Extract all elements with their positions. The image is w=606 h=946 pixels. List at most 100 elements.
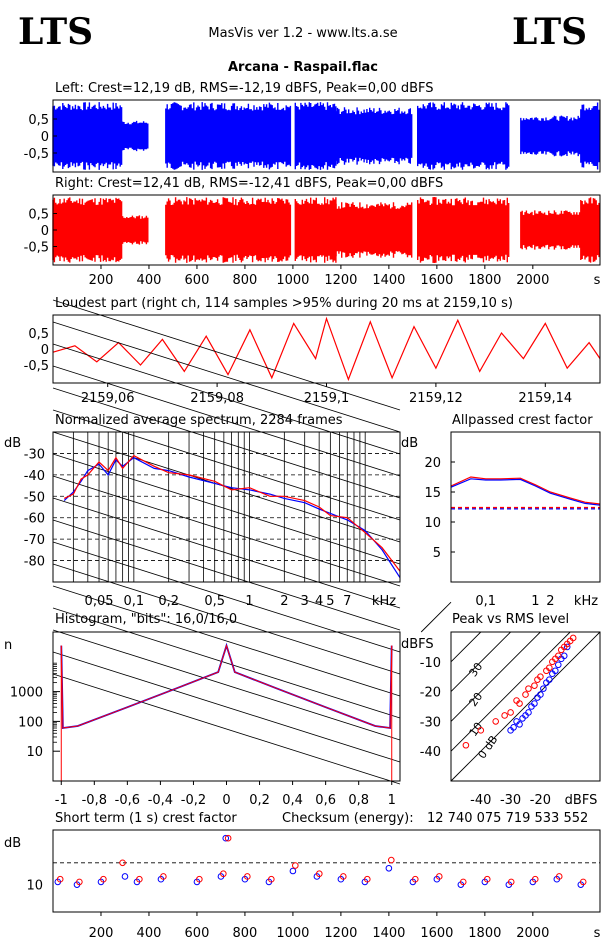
stcrest-point-right	[435, 873, 443, 880]
stcrest-point-right	[292, 862, 299, 869]
histogram-xtick-label: 0,6	[315, 793, 336, 808]
stcrest-xunit: s	[594, 926, 601, 941]
right-xtick-label: 1400	[372, 273, 405, 288]
stcrest-point-right	[339, 873, 347, 880]
spectrum-ytick-label: -40	[24, 469, 45, 484]
peakrms-diagonal	[450, 631, 511, 692]
right-ytick-label: 0	[41, 224, 49, 239]
peakrms-point-right	[546, 664, 553, 672]
loudest-frame	[52, 314, 601, 384]
stcrest-point-right	[56, 875, 64, 883]
right-xunit: s	[594, 273, 601, 288]
spectrum-slope-line	[52, 321, 401, 433]
histogram-frame	[52, 631, 401, 782]
peakrms-point-right	[552, 655, 559, 663]
spectrum-xtick-label: 0,05	[85, 594, 114, 609]
stcrest-point-right	[76, 878, 83, 886]
stcrest-xtick-label: 200	[89, 926, 114, 941]
peakrms-xtick-label: -20	[530, 793, 551, 808]
spectrum-ylabel: dB	[4, 436, 21, 451]
allpass-ytick-label: 10	[424, 516, 441, 531]
loudest-xtick-label: 2159,12	[409, 391, 463, 406]
allpass-ytick-label: 15	[424, 486, 441, 501]
spectrum-xtick-label: 0,2	[158, 594, 179, 609]
right-xtick-label: 2000	[516, 273, 549, 288]
allpass-title: Allpassed crest factor	[452, 413, 593, 428]
stcrest-point-right	[268, 875, 275, 883]
right-xtick-label: 1200	[324, 273, 357, 288]
stcrest-xtick-label: 1600	[420, 926, 453, 941]
stcrest-xtick-label: 1400	[372, 926, 405, 941]
spectrum-slope-line	[52, 365, 401, 477]
spectrum-slope-line	[52, 651, 401, 763]
peakrms-frame	[450, 631, 601, 782]
histogram-ylabel: n	[4, 638, 12, 653]
peakrms-diagonal	[450, 631, 541, 722]
spectrum-xtick-label: 3	[301, 594, 309, 609]
right-xtick-label: 400	[137, 273, 162, 288]
spectrum-xunit: kHz	[372, 594, 396, 609]
peakrms-point-left	[552, 667, 559, 675]
loudest-ytick-label: 0	[41, 343, 49, 358]
stcrest-point-right	[100, 875, 107, 883]
spectrum-slope-line	[52, 585, 401, 697]
checksum-value: 12 740 075 719 533 552	[427, 811, 589, 826]
spectrum-slope-line	[52, 343, 401, 455]
peakrms-point-left	[510, 724, 517, 731]
spectrum-ytick-label: -70	[24, 533, 45, 548]
histogram-series-left	[60, 642, 393, 730]
stcrest-point-left	[289, 867, 297, 875]
stcrest-title: Short term (1 s) crest factor	[55, 811, 237, 826]
right-xtick-label: 1800	[468, 273, 501, 288]
histogram-xtick-label: -1	[55, 793, 68, 808]
spectrum-xtick-label: 2	[280, 594, 288, 609]
stcrest-xtick-label: 800	[233, 926, 258, 941]
stcrest-point-right	[411, 875, 419, 883]
stcrest-point-right	[507, 878, 515, 886]
stcrest-point-right	[531, 875, 539, 883]
spectrum-slope-line	[52, 387, 401, 499]
right-title: Right: Crest=12,41 dB, RMS=-12,41 dBFS, …	[55, 176, 444, 191]
peakrms-point-right	[492, 718, 500, 725]
peakrms-point-right	[501, 712, 508, 719]
peakrms-point-left	[516, 721, 523, 728]
histogram-xtick-label: 1	[388, 793, 396, 808]
spectrum-xtick-label: 0,1	[124, 594, 145, 609]
stcrest-xtick-label: 400	[137, 926, 162, 941]
stcrest-xtick-label: 1800	[468, 926, 501, 941]
right-xtick-label: 1000	[276, 273, 309, 288]
spectrum-slope-line	[52, 673, 401, 785]
spectrum-series-right	[63, 454, 401, 572]
right-ytick-label: 0,5	[28, 208, 49, 223]
histogram-xtick-label: 0,2	[249, 793, 270, 808]
allpass-xtick-label: 0,1	[475, 594, 496, 609]
spectrum-xtick-label: 1	[245, 594, 253, 609]
track-title: Arcana - Raspail.flac	[228, 60, 378, 75]
spectrum-xtick-label: 7	[343, 594, 351, 609]
spectrum-frame	[52, 431, 401, 583]
spectrum-slope-line	[52, 453, 401, 565]
histogram-xtick-label: 0	[222, 793, 230, 808]
right-ytick-label: -0,5	[24, 241, 49, 256]
left-title: Left: Crest=12,19 dB, RMS=-12,19 dBFS, P…	[55, 81, 434, 96]
spectrum-ytick-label: -50	[24, 490, 45, 505]
loudest-xtick-label: 2159,1	[304, 391, 350, 406]
stcrest-point-right	[555, 873, 563, 880]
allpass-xunit: kHz	[574, 594, 598, 609]
allpass-frame	[450, 431, 601, 583]
stcrest-xtick-label: 2000	[516, 926, 549, 941]
spectrum-grid	[52, 299, 401, 785]
loudest-ytick-label: 0,5	[28, 327, 49, 342]
spectrum-ytick-label: -30	[24, 447, 45, 462]
loudest-xtick-label: 2159,14	[518, 391, 572, 406]
peakrms-point-right	[557, 646, 565, 654]
left-ytick-label: 0,5	[28, 113, 49, 128]
peakrms-point-left	[554, 661, 562, 669]
peakrms-ytick-label: -10	[420, 656, 441, 671]
peakrms-diag-label: 30	[467, 660, 486, 679]
histogram-series-right	[60, 643, 393, 729]
peakrms-point-left	[563, 643, 571, 651]
stcrest-point-right	[136, 875, 143, 883]
allpass-series-left	[450, 478, 601, 506]
